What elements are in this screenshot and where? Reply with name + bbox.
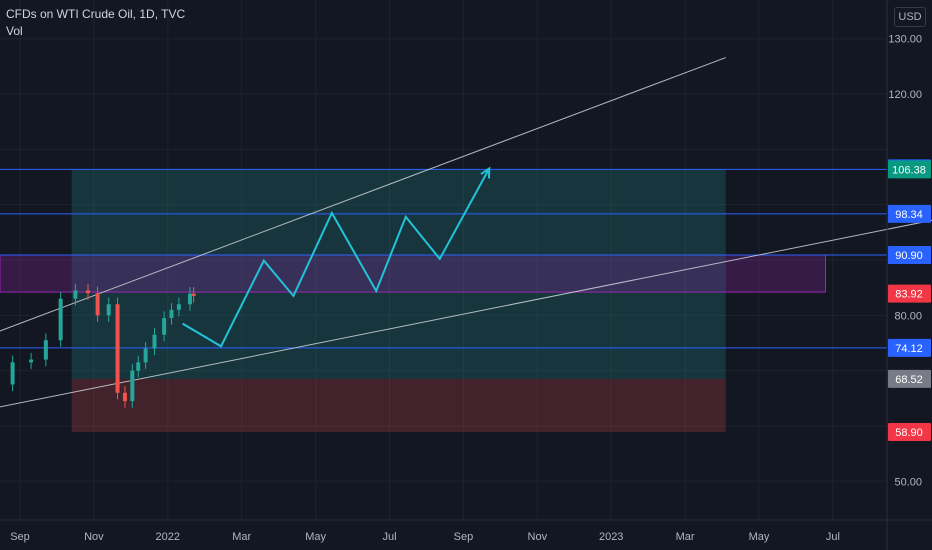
projection-arrow-head <box>480 166 491 179</box>
candle-body <box>176 304 181 310</box>
time-axis-label: Nov <box>84 531 104 543</box>
candle-body <box>58 298 63 341</box>
price-badge-label: 74.12 <box>895 343 923 355</box>
candle-body <box>122 392 127 402</box>
price-badge-label: 68.52 <box>895 374 923 386</box>
price-badge-label: 98.34 <box>895 209 923 221</box>
price-badge[interactable] <box>888 423 931 442</box>
price-badge[interactable] <box>888 160 931 179</box>
channel-upper-line[interactable] <box>0 57 726 352</box>
price-axis-label: 120.00 <box>888 89 922 101</box>
time-axis-label: Mar <box>232 531 251 543</box>
time-axis-label: Sep <box>10 531 30 543</box>
candle-body <box>136 362 141 371</box>
candle-body <box>43 340 48 360</box>
time-axis-label: Jul <box>826 531 840 543</box>
currency-button[interactable]: USD <box>894 7 926 27</box>
time-axis-label: May <box>305 531 326 543</box>
price-axis-label: 50.00 <box>894 476 922 488</box>
price-badge[interactable] <box>888 284 931 303</box>
candle-body <box>95 293 100 316</box>
price-badge[interactable] <box>888 338 931 357</box>
supply-zone[interactable] <box>0 254 827 293</box>
candle-body <box>130 370 135 402</box>
time-axis-label: 2022 <box>156 531 180 543</box>
price-axis-label: 80.00 <box>894 310 922 322</box>
volume-label[interactable]: Vol <box>6 24 23 38</box>
price-badge[interactable] <box>888 369 931 388</box>
candle-body <box>152 334 157 349</box>
stop-zone[interactable] <box>71 378 726 433</box>
time-axis-label: Mar <box>676 531 695 543</box>
symbol-title[interactable]: CFDs on WTI Crude Oil, 1D, TVC <box>6 7 186 21</box>
candle-body <box>29 359 34 363</box>
time-axis-label: Sep <box>454 531 474 543</box>
candle-body <box>143 348 148 363</box>
candle-body <box>169 309 174 319</box>
candle-body <box>73 290 78 299</box>
candle-body <box>106 304 111 316</box>
price-badge-label: 83.92 <box>895 289 923 301</box>
time-axis-label: Nov <box>528 531 548 543</box>
price-badge[interactable] <box>888 204 931 223</box>
price-axis-label: 130.00 <box>888 34 922 46</box>
price-badge-label: 106.38 <box>892 164 926 176</box>
time-axis-label: 2023 <box>599 531 623 543</box>
candle-body <box>187 293 192 305</box>
candle-body <box>162 318 167 335</box>
price-badge[interactable] <box>888 246 931 265</box>
time-axis-label: Jul <box>382 531 396 543</box>
candle-body <box>10 362 15 385</box>
price-badge-label: 58.90 <box>895 427 923 439</box>
price-badge-label: 90.90 <box>895 250 923 262</box>
projection-path[interactable] <box>182 167 491 348</box>
target-zone[interactable] <box>71 169 726 379</box>
time-axis-label: May <box>749 531 770 543</box>
candle-body <box>115 304 120 393</box>
candle-body <box>85 290 90 294</box>
candle-body <box>191 293 196 296</box>
chart-legend: CFDs on WTI Crude Oil, 1D, TVC Vol <box>6 6 185 40</box>
